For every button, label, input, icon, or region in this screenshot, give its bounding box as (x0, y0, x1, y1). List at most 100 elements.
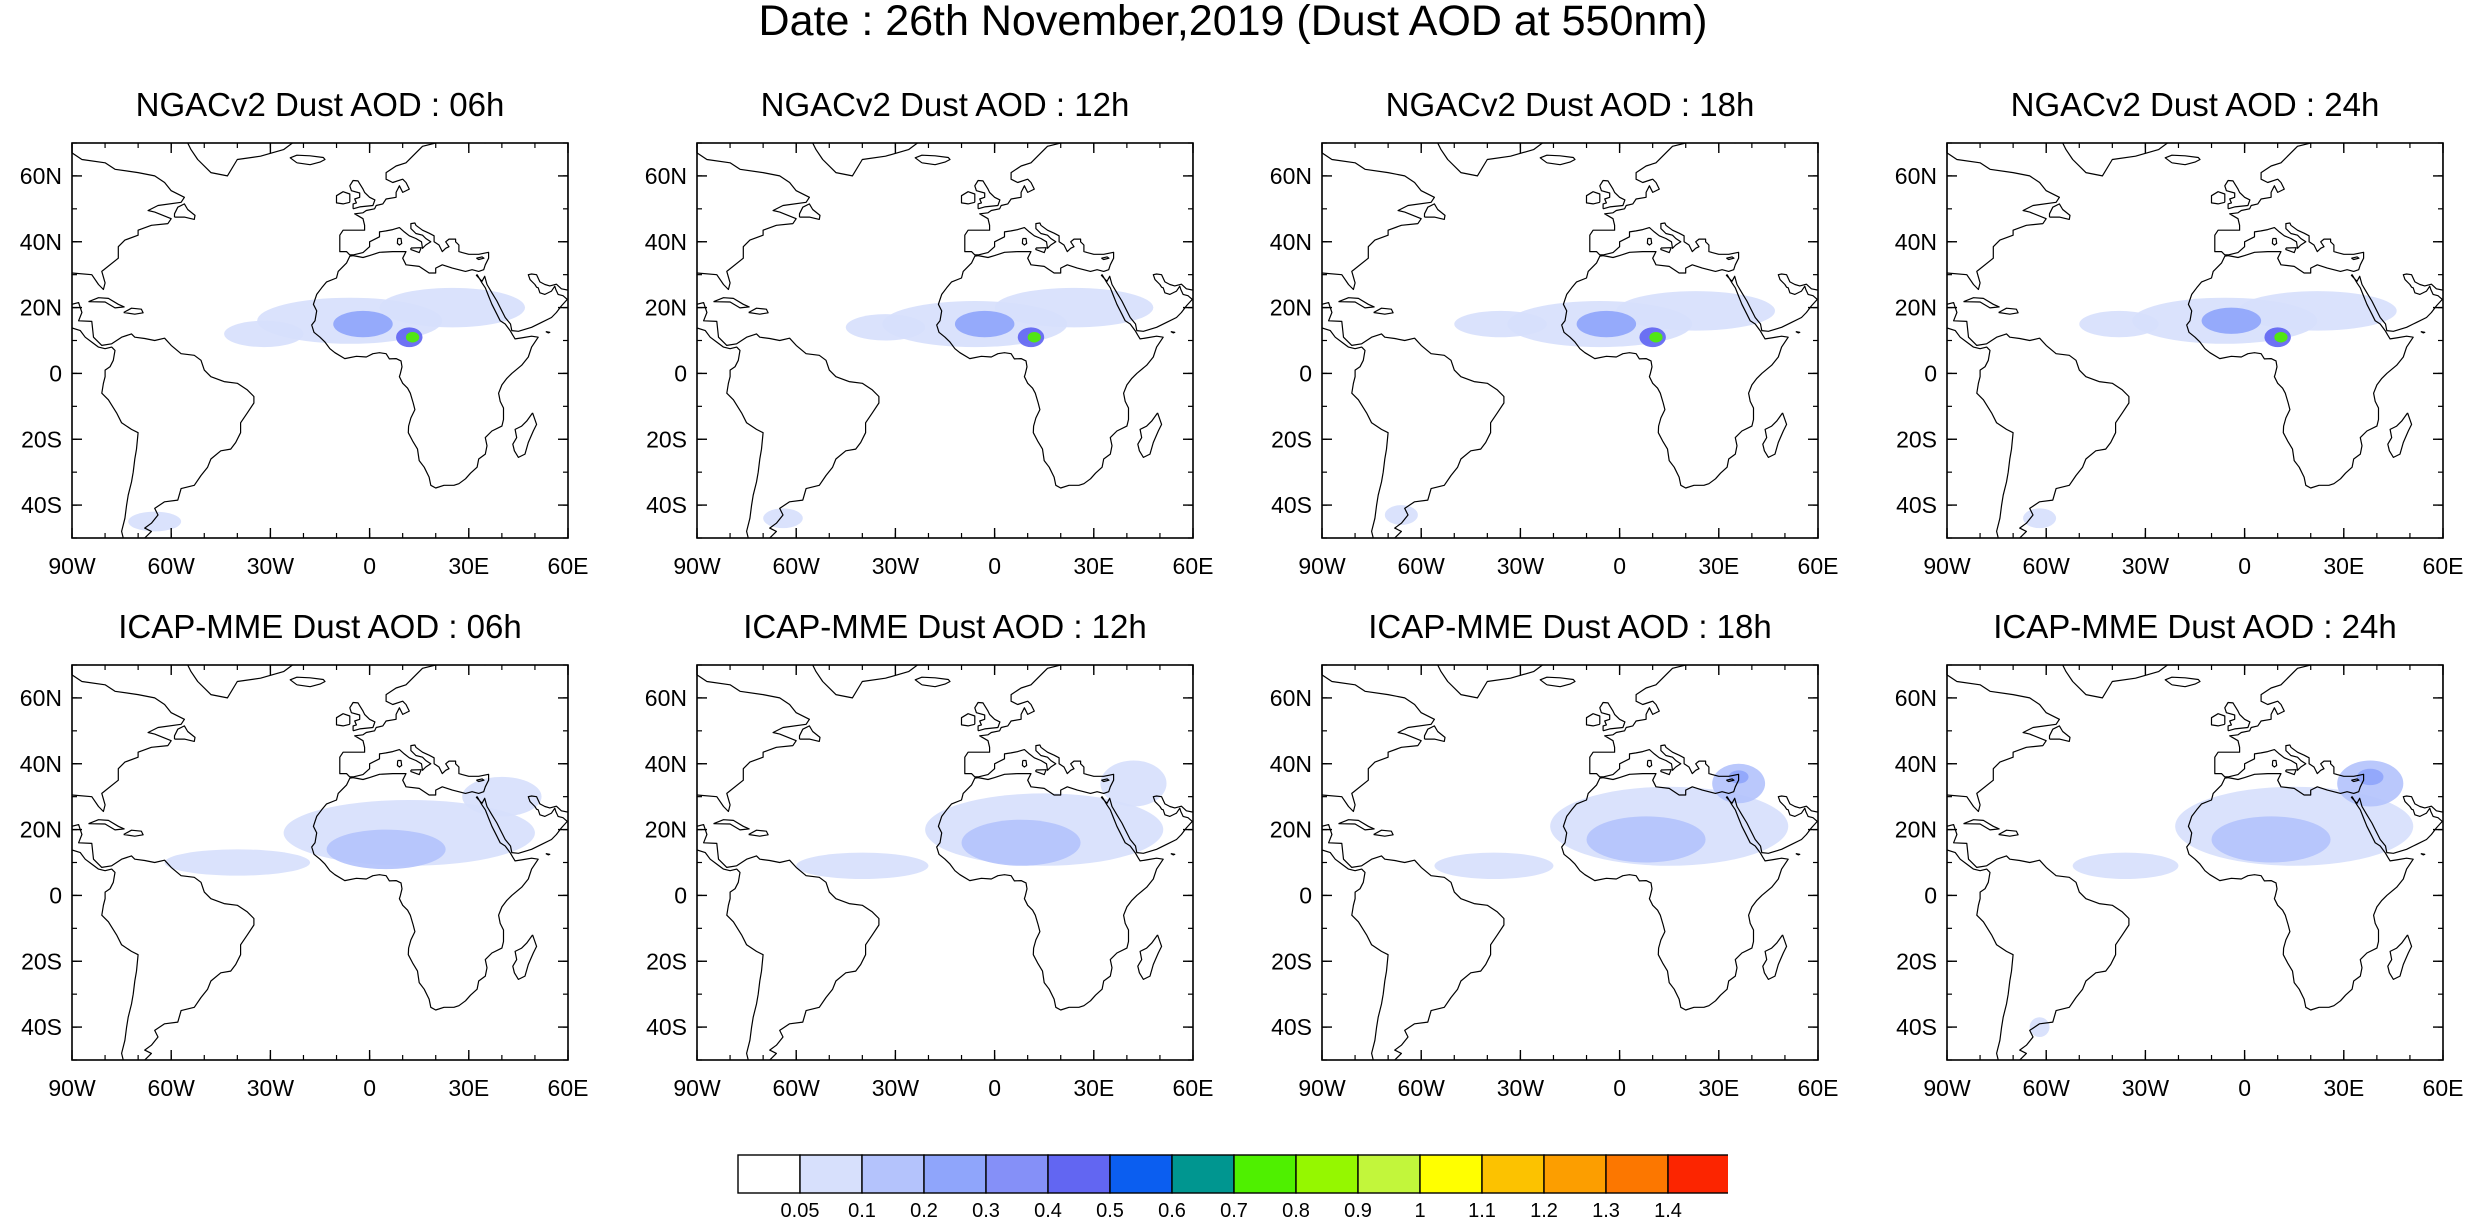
coastline-north-america (72, 143, 185, 291)
lon-tick-label: 60W (2023, 553, 2071, 579)
coastline-greenland (2062, 665, 2169, 699)
coastline-sicily (1660, 247, 1672, 254)
coastline-madagascar (512, 934, 538, 980)
coastline-crete-cyprus (2351, 256, 2360, 261)
panel-title: NGACv2 Dust AOD : 12h (760, 86, 1130, 123)
dust-plume (1586, 816, 1706, 863)
coastline-hispaniola (1998, 829, 2019, 837)
colorbar-swatch (1171, 1154, 1235, 1194)
coastline-north-america (1947, 143, 2060, 291)
coastline-iceland (289, 154, 326, 166)
coastline-iceland (1539, 154, 1576, 166)
dust-plume (2211, 816, 2331, 863)
colorbar-swatch (861, 1154, 925, 1194)
coastline-sardinia-corsica (1021, 759, 1028, 768)
panel-title: NGACv2 Dust AOD : 06h (135, 86, 505, 123)
coastline-greenland (812, 143, 919, 177)
map-frame (1946, 664, 2444, 1061)
lat-tick-label: 0 (674, 360, 687, 386)
coastline-uk (1599, 179, 1626, 210)
coastline-sardinia-corsica (1646, 237, 1653, 246)
lat-tick-label: 20N (20, 295, 62, 321)
colorbar-label: 0.5 (1096, 1200, 1124, 1219)
lon-tick-label: 0 (363, 1075, 376, 1101)
lat-tick-label: 60N (1270, 163, 1312, 189)
coastline-cuba (1338, 297, 1375, 309)
coastline-sicily (410, 769, 422, 776)
coastline-ireland (2210, 713, 2226, 727)
coastline-madagascar (2387, 412, 2413, 458)
lon-tick-label: 60W (1398, 553, 1446, 579)
lon-tick-label: 60E (1798, 553, 1839, 579)
dust-plume (2357, 768, 2384, 786)
lon-tick-label: 60E (1173, 1075, 1214, 1101)
lon-tick-label: 30E (2323, 553, 2364, 579)
coastline-newfoundland (798, 725, 821, 742)
coastline-sri-arabia-socotra (545, 331, 551, 334)
lon-tick-label: 30W (247, 1075, 295, 1101)
lon-tick-label: 90W (673, 553, 721, 579)
coastline-greenland (187, 143, 294, 177)
coastline-cuba (1338, 819, 1375, 831)
coastline-north-america (1322, 665, 1435, 813)
colorbar-label: 0.05 (781, 1200, 820, 1219)
colorbar-swatch (1667, 1154, 1728, 1194)
lat-tick-label: 20N (645, 817, 687, 843)
lat-tick-label: 0 (49, 360, 62, 386)
dust-plume (1434, 852, 1554, 879)
coastline-gulf-yucatan (1322, 824, 1505, 1060)
panel-title: ICAP-MME Dust AOD : 12h (743, 608, 1147, 645)
coastline-sardinia-corsica (2271, 759, 2278, 768)
coastline-sri-arabia-socotra (545, 853, 551, 856)
lon-tick-label: 60E (548, 1075, 589, 1101)
colorbar-label: 1.4 (1654, 1200, 1682, 1219)
colorbar-label: 0.3 (972, 1200, 1000, 1219)
coastline-sicily (2285, 769, 2297, 776)
page-title: Date : 26th November,2019 (Dust AOD at 5… (758, 0, 1708, 45)
colorbar-swatch (923, 1154, 987, 1194)
dust-plume (1384, 505, 1418, 525)
lon-tick-label: 60E (2423, 553, 2464, 579)
dust-plume (2029, 1017, 2050, 1037)
map-panel: 90W 60W 30W 0 30E 60E 60N 40N 20N 0 20S 40S (645, 664, 1213, 1101)
lat-tick-label: 40S (646, 492, 687, 518)
map-frame (71, 664, 569, 1061)
lon-tick-label: 60W (773, 553, 821, 579)
lon-tick-label: 30E (1698, 1075, 1739, 1101)
lon-tick-label: 30W (2122, 1075, 2170, 1101)
lon-tick-label: 30W (872, 1075, 920, 1101)
lon-tick-label: 60E (1173, 553, 1214, 579)
coastline-madagascar (1762, 934, 1788, 980)
dust-plume (379, 287, 526, 328)
lon-tick-label: 0 (1613, 1075, 1626, 1101)
lon-tick-label: 0 (2238, 1075, 2251, 1101)
coastline-madagascar (512, 412, 538, 458)
lon-tick-label: 0 (1613, 553, 1626, 579)
dust-plume (1616, 291, 1776, 331)
lon-tick-label: 30E (1698, 553, 1739, 579)
lat-tick-label: 20S (1271, 426, 1312, 452)
lon-tick-label: 0 (988, 1075, 1001, 1101)
map-panel: 90W 60W 30W 0 30E 60E 60N 40N 20N 0 20S 40S (20, 664, 588, 1101)
coastline-sardinia-corsica (2271, 237, 2278, 246)
map-panel: 90W 60W 30W 0 30E 60E 60N 40N 20N 0 20S 40S (1270, 142, 1838, 579)
lat-tick-label: 20S (1896, 948, 1937, 974)
lat-tick-label: 60N (1895, 163, 1937, 189)
coastline-ireland (960, 713, 976, 727)
lon-tick-label: 0 (363, 553, 376, 579)
dust-plume (1712, 763, 1766, 804)
lat-tick-label: 40N (1895, 751, 1937, 777)
lat-tick-label: 60N (20, 685, 62, 711)
panel-title: ICAP-MME Dust AOD : 18h (1368, 608, 1772, 645)
coastline-iceland (289, 676, 326, 688)
coastline-sardinia-corsica (1646, 759, 1653, 768)
coastline-sicily (1035, 769, 1047, 776)
dust-plume (2201, 307, 2262, 334)
coastline-ireland (2210, 191, 2226, 205)
lon-tick-label: 0 (988, 553, 1001, 579)
lon-tick-label: 30E (448, 1075, 489, 1101)
lat-tick-label: 40N (20, 229, 62, 255)
lon-tick-label: 90W (673, 1075, 721, 1101)
coastline-greenland (1437, 143, 1544, 177)
dust-plume (2274, 331, 2288, 343)
